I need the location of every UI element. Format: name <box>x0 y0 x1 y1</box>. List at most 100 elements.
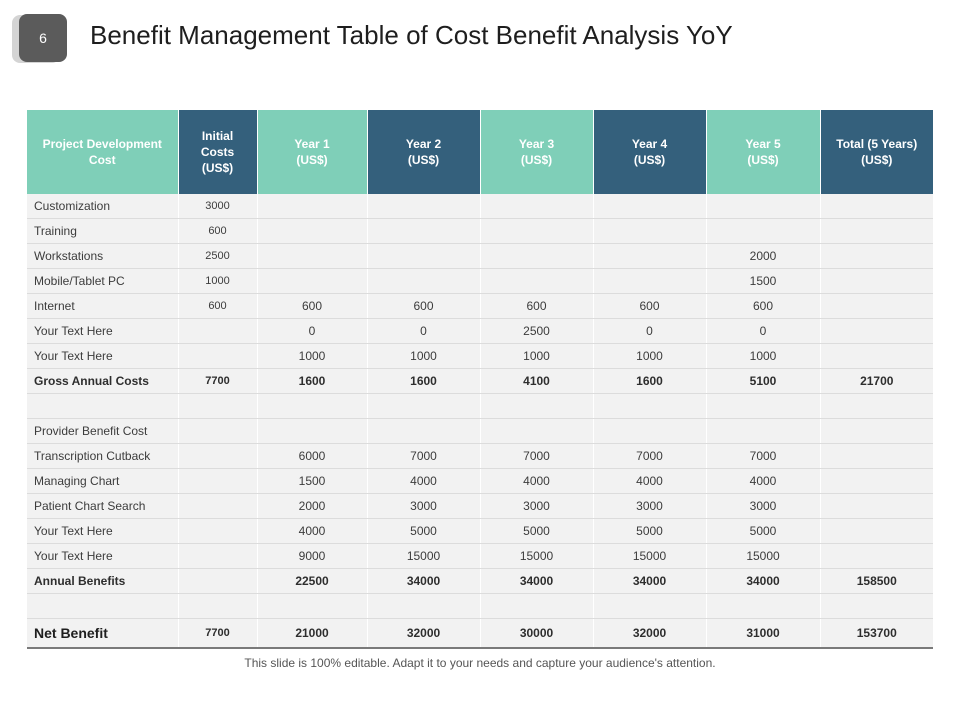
header-year-2: Year 2 (US$) <box>367 110 481 194</box>
table-cell: 153700 <box>820 618 933 649</box>
table-cell <box>820 443 933 469</box>
table-row: Patient Chart Search 2000 3000 3000 3000 3000 <box>27 493 933 519</box>
table-cell: 4000 <box>367 468 481 494</box>
table-cell: 7700 <box>178 618 258 649</box>
table-cell <box>820 293 933 319</box>
table-cell: 7000 <box>367 443 481 469</box>
table-cell <box>706 593 821 619</box>
table-cell: 2000 <box>257 493 368 519</box>
row-label: Training <box>27 218 179 244</box>
table-cell <box>178 518 258 544</box>
table-cell: 3000 <box>706 493 821 519</box>
table-cell <box>367 218 481 244</box>
table-cell <box>178 593 258 619</box>
table-cell: 31000 <box>706 618 821 649</box>
row-label: Provider Benefit Cost <box>27 418 179 444</box>
table-cell: 1000 <box>257 343 368 369</box>
table-row: Workstations 2500 2000 <box>27 243 933 269</box>
row-label: Your Text Here <box>27 318 179 344</box>
table-cell: 600 <box>593 293 707 319</box>
header-total: Total (5 Years) (US$) <box>820 110 933 194</box>
spacer-row <box>27 393 933 419</box>
table-cell: 0 <box>706 318 821 344</box>
footer-note: This slide is 100% editable. Adapt it to… <box>244 656 716 670</box>
table-cell: 0 <box>257 318 368 344</box>
header-line: (US$) <box>407 153 440 167</box>
table-row: Transcription Cutback 6000 7000 7000 7000 700… <box>27 443 933 469</box>
table-cell <box>820 243 933 269</box>
table-cell: 600 <box>178 218 258 244</box>
header-line: (US$) <box>296 153 328 167</box>
table-cell: 600 <box>367 293 481 319</box>
table-cell: 7000 <box>480 443 594 469</box>
header-line: Initial <box>201 129 234 143</box>
table-cell <box>367 243 481 269</box>
header-line: (US$) <box>201 161 234 175</box>
table-cell: 600 <box>706 293 821 319</box>
table-cell <box>257 593 368 619</box>
row-label: Annual Benefits <box>27 568 179 594</box>
subtotal-row: Annual Benefits 22500 34000 34000 34000 34000… <box>27 568 933 594</box>
table-cell <box>480 268 594 294</box>
table-cell <box>367 593 481 619</box>
table-row: Internet 600 600 600 600 600 600 <box>27 293 933 319</box>
header-line: Year 4 <box>631 137 668 151</box>
table-cell <box>367 393 481 419</box>
table-cell: 1600 <box>367 368 481 394</box>
table-cell: 3000 <box>367 493 481 519</box>
table-cell: 7700 <box>178 368 258 394</box>
header-line: (US$) <box>861 153 893 167</box>
table-cell <box>480 218 594 244</box>
slide-number: 6 <box>39 30 47 46</box>
table-cell <box>593 393 707 419</box>
table-cell <box>480 243 594 269</box>
table-cell: 7000 <box>706 443 821 469</box>
table-cell <box>480 194 594 219</box>
table-cell: 3000 <box>178 194 258 219</box>
table-row: Your Text Here 0 0 2500 0 0 <box>27 318 933 344</box>
table-cell: 15000 <box>706 543 821 569</box>
table-cell <box>257 393 368 419</box>
table-cell: 600 <box>480 293 594 319</box>
header-line: (US$) <box>633 153 666 167</box>
table-cell: 34000 <box>480 568 594 594</box>
table-cell: 5000 <box>480 518 594 544</box>
table-cell <box>257 418 368 444</box>
table-cell: 3000 <box>480 493 594 519</box>
table-cell: 9000 <box>257 543 368 569</box>
table-cell: 34000 <box>593 568 707 594</box>
header-project-cost: Project Development Cost <box>27 110 179 194</box>
table-cell <box>820 194 933 219</box>
table-cell <box>367 418 481 444</box>
header-year-5: Year 5 (US$) <box>706 110 821 194</box>
table-header-row: Project Development Cost Initial Costs (US$)… <box>27 110 933 194</box>
table-cell <box>593 418 707 444</box>
table-cell: 4000 <box>480 468 594 494</box>
header-line: Year 5 <box>745 137 781 151</box>
table-cell <box>367 268 481 294</box>
cost-benefit-table: Project Development Cost Initial Costs (US$)… <box>27 110 933 649</box>
table-cell <box>820 468 933 494</box>
table-cell: 4000 <box>593 468 707 494</box>
table-cell <box>480 393 594 419</box>
table-cell: 21700 <box>820 368 933 394</box>
table-cell <box>178 393 258 419</box>
table-cell: 4100 <box>480 368 594 394</box>
table-row: Provider Benefit Cost <box>27 418 933 444</box>
row-label: Internet <box>27 293 179 319</box>
table-cell <box>367 194 481 219</box>
spacer-row <box>27 593 933 619</box>
table-cell <box>480 593 594 619</box>
table-cell <box>706 418 821 444</box>
table-cell <box>178 443 258 469</box>
table-cell: 22500 <box>257 568 368 594</box>
table-cell: 4000 <box>257 518 368 544</box>
table-row: Your Text Here 9000 15000 15000 15000 15000 <box>27 543 933 569</box>
table-cell: 600 <box>257 293 368 319</box>
table-cell: 5000 <box>367 518 481 544</box>
table-cell <box>593 268 707 294</box>
header-year-1: Year 1 (US$) <box>257 110 368 194</box>
table-cell <box>820 518 933 544</box>
table-cell: 5100 <box>706 368 821 394</box>
table-cell <box>820 493 933 519</box>
